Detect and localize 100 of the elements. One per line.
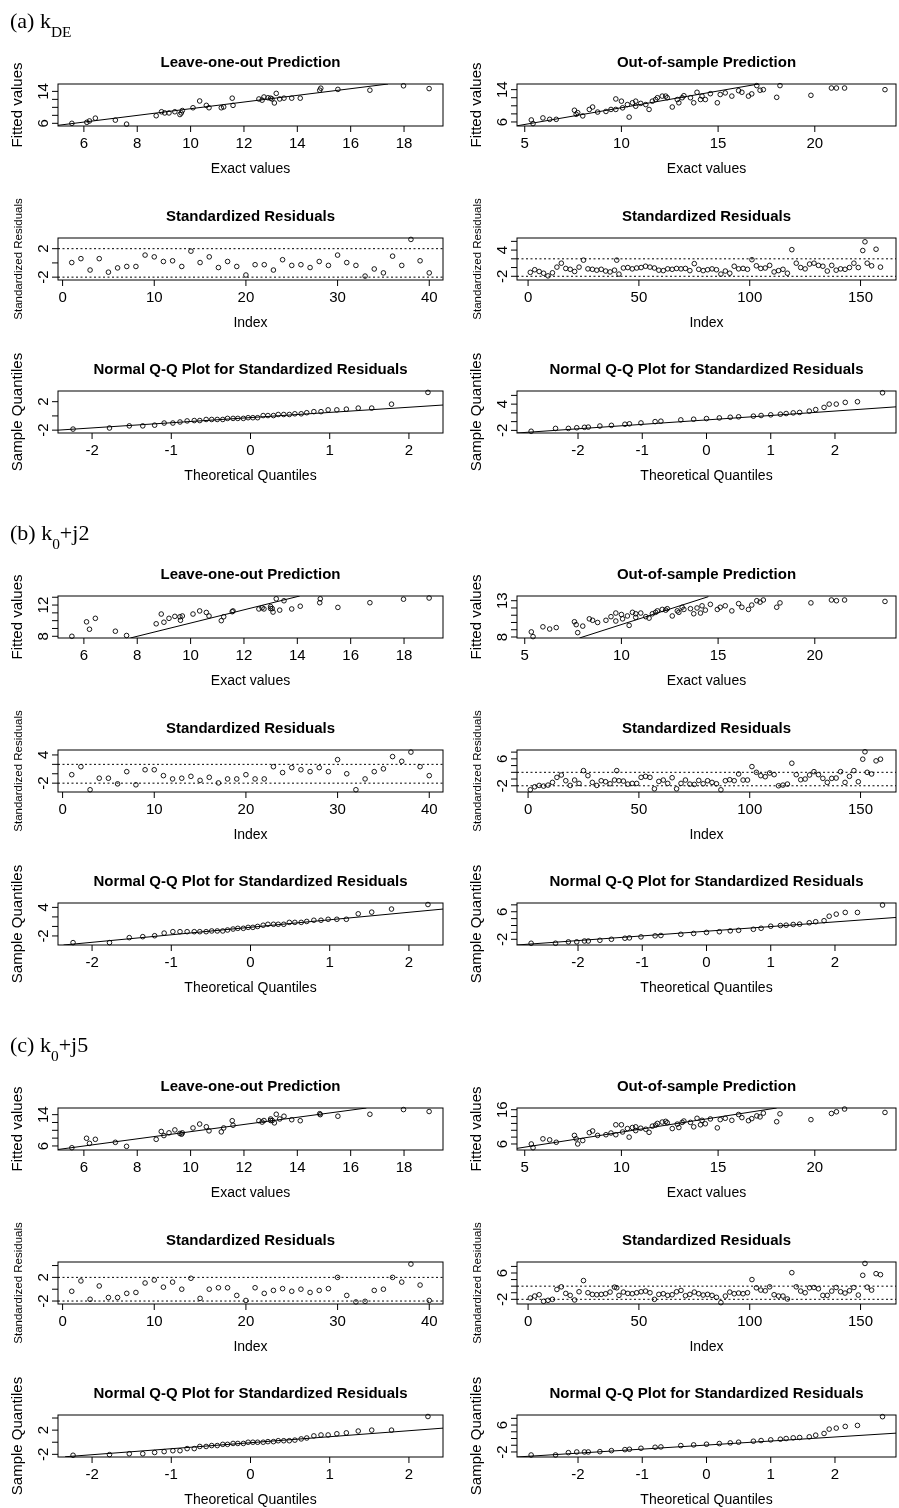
- y-tick-label: -2: [493, 423, 510, 438]
- y-tick-label: -2: [34, 270, 51, 284]
- chart-title: Leave-one-out Prediction: [160, 53, 341, 70]
- x-tick-label: -1: [164, 953, 178, 970]
- y-axis-title: Standardized Residuals: [471, 1222, 483, 1344]
- x-tick-label: 100: [737, 288, 763, 305]
- x-tick-label: -2: [571, 1465, 585, 1482]
- chart-title: Standardized Residuals: [165, 1231, 336, 1248]
- x-tick-label: 20: [806, 1158, 824, 1175]
- x-tick-label: 0: [58, 800, 67, 817]
- y-axis-title: Sample Quantiles: [8, 1376, 25, 1496]
- x-tick-label: 2: [404, 953, 414, 970]
- y-tick-label: 12: [34, 596, 51, 614]
- x-tick-label: 1: [766, 953, 775, 970]
- x-tick-label: 100: [737, 1312, 763, 1329]
- x-tick-label: 1: [325, 953, 334, 970]
- x-tick-label: 50: [630, 1312, 648, 1329]
- x-tick-label: 40: [420, 800, 438, 817]
- chart-title: Normal Q-Q Plot for Standardized Residuals: [93, 872, 408, 889]
- y-tick-label: 13: [493, 592, 510, 610]
- y-axis-title: Fitted values: [467, 1086, 484, 1172]
- x-tick-label: 12: [235, 134, 253, 151]
- chart-title: Standardized Residuals: [621, 207, 792, 224]
- x-tick-label: 12: [235, 646, 253, 663]
- x-tick-label: 6: [79, 646, 89, 663]
- x-axis-title: Theoretical Quantiles: [640, 467, 773, 483]
- x-tick-label: 10: [613, 1158, 630, 1175]
- y-tick-label: -2: [493, 932, 510, 946]
- x-axis-title: Exact values: [666, 160, 747, 176]
- y-tick-label: 8: [493, 632, 510, 642]
- x-tick-label: 16: [342, 134, 360, 151]
- x-tick-label: 0: [246, 1465, 255, 1482]
- x-tick-label: 0: [246, 953, 255, 970]
- x-tick-label: 100: [737, 800, 763, 817]
- x-axis-title: Theoretical Quantiles: [184, 467, 317, 483]
- chart-title: Normal Q-Q Plot for Standardized Residuals: [93, 360, 408, 377]
- chart-title: Out-of-sample Prediction: [616, 1077, 797, 1094]
- text: (b) k$_{0}$+j2: [10, 520, 90, 552]
- y-tick-label: -2: [34, 1294, 51, 1308]
- y-tick-label: 6: [493, 754, 510, 764]
- x-tick-label: 18: [395, 646, 413, 663]
- x-tick-label: 50: [630, 800, 648, 817]
- x-axis-title: Index: [689, 1338, 724, 1354]
- x-tick-label: 30: [329, 1312, 346, 1329]
- x-tick-label: -2: [85, 953, 99, 970]
- x-tick-label: 10: [613, 134, 630, 151]
- y-tick-label: 16: [493, 1101, 510, 1119]
- x-axis-title: Index: [689, 314, 724, 330]
- text: (a) k$_{DE}$: [10, 8, 72, 40]
- x-tick-label: 10: [613, 646, 630, 663]
- y-tick-label: 14: [34, 83, 51, 100]
- x-tick-label: 2: [404, 441, 414, 458]
- x-tick-label: 0: [523, 1312, 533, 1329]
- y-axis-title: Fitted values: [8, 1086, 25, 1172]
- chart-title: Leave-one-out Prediction: [160, 565, 341, 582]
- x-tick-label: 2: [830, 441, 840, 458]
- x-tick-label: 8: [133, 646, 142, 663]
- x-tick-label: 1: [325, 1465, 334, 1482]
- x-tick-label: -2: [571, 441, 585, 458]
- chart-title: Standardized Residuals: [165, 719, 336, 736]
- x-tick-label: 10: [145, 288, 163, 305]
- chart-title: Normal Q-Q Plot for Standardized Residuals: [549, 1384, 864, 1401]
- y-tick-label: 6: [493, 1268, 510, 1278]
- x-tick-label: 2: [830, 1465, 840, 1482]
- y-tick-label: 6: [34, 1141, 51, 1151]
- y-tick-label: -2: [493, 1445, 510, 1459]
- x-tick-label: 30: [329, 800, 346, 817]
- text: (c) k$_{0}$+j5: [10, 1032, 89, 1064]
- x-axis-title: Theoretical Quantiles: [184, 979, 317, 995]
- y-tick-label: -2: [493, 779, 510, 793]
- x-axis-title: Index: [689, 826, 724, 842]
- x-axis-title: Exact values: [210, 160, 291, 176]
- y-tick-label: 2: [34, 397, 51, 406]
- y-tick-label: -2: [34, 929, 51, 943]
- x-tick-label: 15: [709, 134, 727, 151]
- y-tick-label: 2: [34, 244, 51, 253]
- y-tick-label: 2: [34, 1273, 51, 1282]
- x-tick-label: -1: [635, 953, 649, 970]
- x-tick-label: 10: [145, 1312, 163, 1329]
- x-axis-title: Theoretical Quantiles: [640, 979, 773, 995]
- x-tick-label: 5: [520, 134, 529, 151]
- x-tick-label: 150: [848, 800, 874, 817]
- x-tick-label: -2: [85, 441, 99, 458]
- x-axis-title: Exact values: [666, 672, 747, 688]
- x-tick-label: 18: [395, 1158, 413, 1175]
- x-tick-label: 15: [709, 1158, 727, 1175]
- x-tick-label: 8: [133, 134, 142, 151]
- x-tick-label: -2: [571, 953, 585, 970]
- x-axis-title: Theoretical Quantiles: [184, 1491, 317, 1507]
- y-axis-title: Sample Quantiles: [467, 1376, 484, 1496]
- y-tick-label: 6: [493, 907, 510, 916]
- chart-title: Normal Q-Q Plot for Standardized Residuals: [549, 360, 864, 377]
- y-tick-label: -2: [34, 423, 51, 437]
- y-tick-label: 2: [34, 1425, 51, 1435]
- x-tick-label: 6: [79, 1158, 89, 1175]
- y-tick-label: 14: [34, 1106, 51, 1123]
- y-tick-label: 6: [34, 119, 51, 128]
- y-tick-label: 4: [34, 903, 51, 912]
- x-tick-label: 16: [342, 646, 360, 663]
- x-axis-title: Index: [233, 314, 268, 330]
